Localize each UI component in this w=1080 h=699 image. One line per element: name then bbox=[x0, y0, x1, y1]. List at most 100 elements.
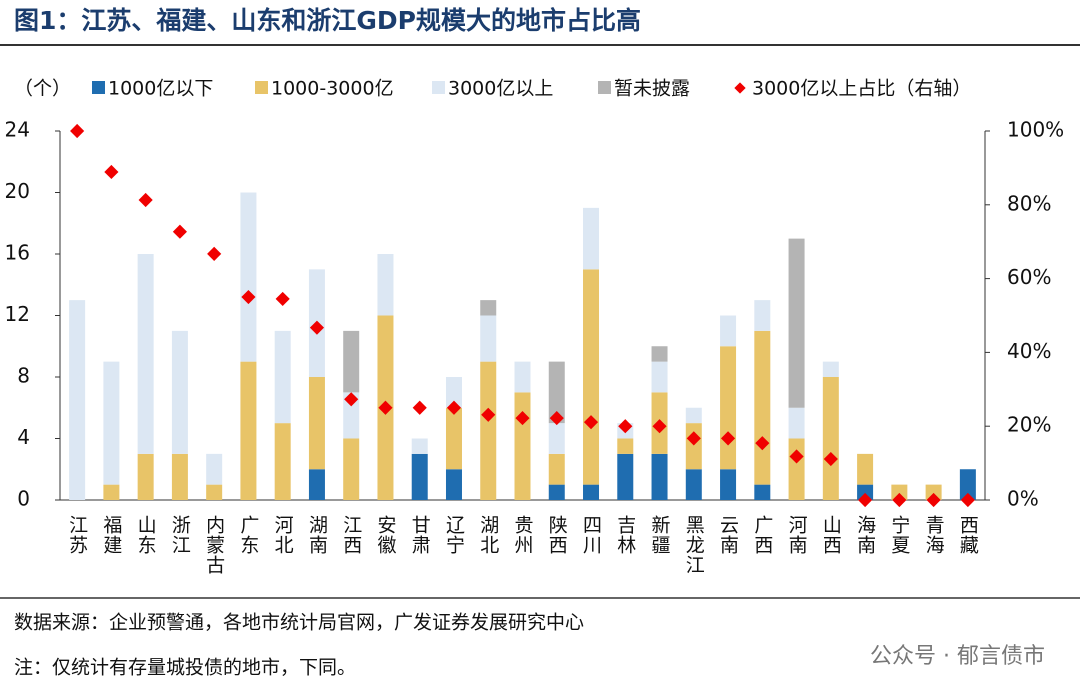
y2-tick-label: 80% bbox=[1007, 191, 1051, 215]
y2-tick-label: 40% bbox=[1007, 339, 1051, 363]
bar-segment bbox=[788, 238, 805, 408]
x-tick-label: 西藏 bbox=[957, 515, 979, 555]
legend-swatch bbox=[255, 81, 268, 94]
bar-segment bbox=[617, 438, 634, 454]
bar-segment bbox=[754, 300, 771, 331]
ratio-marker bbox=[412, 400, 427, 415]
legend-swatch bbox=[92, 81, 105, 94]
y-tick-label: 0 bbox=[17, 487, 30, 511]
x-tick-label: 甘肃 bbox=[409, 515, 431, 555]
bar-segment bbox=[583, 269, 600, 485]
x-tick-label: 河南 bbox=[786, 515, 808, 555]
source: 数据来源：企业预警通，各地市统计局官网，广发证券发展研究中心 bbox=[14, 612, 584, 634]
x-tick-label: 湖南 bbox=[306, 515, 328, 555]
note: 注：仅统计有存量城投债的地市，下同。 bbox=[14, 657, 356, 679]
bar-segment bbox=[685, 407, 702, 424]
bar-segment bbox=[411, 453, 428, 500]
bar-segment bbox=[548, 361, 565, 424]
ratio-marker bbox=[926, 492, 941, 508]
ratio-marker bbox=[138, 192, 153, 208]
legend-label: 1000-3000亿 bbox=[271, 78, 394, 100]
x-tick-label: 广东 bbox=[237, 515, 259, 555]
ratio-marker bbox=[241, 289, 256, 305]
y-tick-label: 4 bbox=[17, 425, 30, 449]
bar-segment bbox=[548, 484, 565, 500]
bar-segment bbox=[137, 453, 154, 500]
x-tick-label: 新疆 bbox=[649, 515, 671, 555]
ratio-marker bbox=[275, 291, 290, 306]
y-tick-label: 24 bbox=[5, 118, 30, 142]
ratio-marker bbox=[583, 415, 599, 430]
bar-segment bbox=[343, 392, 360, 439]
bar-segment bbox=[617, 453, 634, 500]
x-tick-label: 陕西 bbox=[546, 515, 568, 555]
bar-segment bbox=[651, 453, 668, 500]
y-tick-label: 8 bbox=[17, 364, 30, 388]
x-tick-label: 内蒙古 bbox=[203, 515, 225, 575]
bar-segment bbox=[240, 192, 257, 362]
bar-segment bbox=[651, 361, 668, 393]
bar-segment bbox=[822, 361, 839, 377]
legend-swatch bbox=[432, 81, 445, 94]
ratio-marker bbox=[858, 492, 873, 508]
bar-segment bbox=[720, 315, 737, 347]
y-tick-label: 20 bbox=[5, 179, 30, 203]
bar-segment bbox=[206, 484, 223, 500]
x-tick-label: 福建 bbox=[100, 515, 122, 555]
x-tick-label: 云南 bbox=[717, 515, 739, 555]
bar-segment bbox=[240, 361, 257, 500]
x-tick-label: 黑龙江 bbox=[683, 515, 705, 575]
ratio-marker bbox=[789, 449, 804, 464]
bar-segment bbox=[583, 484, 600, 500]
x-tick-label: 浙江 bbox=[169, 515, 191, 555]
bar-segment bbox=[377, 254, 394, 316]
ratio-marker bbox=[309, 320, 325, 335]
bar-segment bbox=[891, 484, 908, 500]
ratio-marker bbox=[70, 123, 85, 139]
bar-segment bbox=[959, 469, 976, 500]
bar-segment bbox=[788, 438, 805, 500]
bar-segment bbox=[720, 346, 737, 470]
x-tick-label: 青海 bbox=[923, 515, 945, 555]
bar-segment bbox=[343, 330, 360, 393]
bar-segment bbox=[788, 407, 805, 439]
x-tick-label: 湖北 bbox=[477, 515, 499, 555]
bar-segment bbox=[925, 484, 942, 500]
bar-segment bbox=[171, 453, 188, 500]
ratio-marker bbox=[618, 419, 633, 434]
bar-segment bbox=[274, 423, 291, 500]
bar-segment bbox=[754, 484, 771, 500]
ratio-marker bbox=[172, 224, 187, 239]
bar-segment bbox=[343, 438, 360, 500]
ratio-marker bbox=[446, 400, 462, 415]
chart-title: 图1：江苏、福建、山东和浙江GDP规模大的地市占比高 bbox=[14, 6, 641, 35]
ratio-marker bbox=[515, 411, 530, 426]
ratio-marker bbox=[104, 164, 119, 180]
y-tick-label: 16 bbox=[5, 241, 30, 265]
x-tick-label: 山西 bbox=[820, 515, 842, 555]
ratio-marker bbox=[755, 436, 770, 451]
bar-segment bbox=[274, 330, 291, 424]
bar-segment bbox=[308, 377, 325, 470]
bar-segment bbox=[171, 330, 188, 454]
bar-segment bbox=[445, 407, 462, 470]
bar-segment bbox=[480, 361, 497, 500]
x-tick-label: 海南 bbox=[854, 515, 876, 555]
bar-segment bbox=[822, 377, 839, 500]
bar-segment bbox=[720, 469, 737, 500]
x-tick-label: 江苏 bbox=[66, 515, 88, 555]
legend-swatch bbox=[734, 82, 746, 94]
bar-segment bbox=[754, 330, 771, 485]
y2-tick-label: 100% bbox=[1007, 118, 1064, 142]
ratio-marker bbox=[892, 492, 907, 508]
x-tick-label: 广西 bbox=[751, 515, 773, 555]
bar-segment bbox=[103, 361, 120, 485]
legend-label: 暂未披露 bbox=[614, 78, 690, 100]
x-tick-label: 贵州 bbox=[512, 515, 534, 555]
ratio-marker bbox=[960, 492, 975, 508]
x-tick-label: 山东 bbox=[135, 515, 157, 555]
bar-segment bbox=[857, 484, 874, 500]
bar-segment bbox=[103, 484, 120, 500]
y-tick-label: 12 bbox=[5, 302, 30, 326]
